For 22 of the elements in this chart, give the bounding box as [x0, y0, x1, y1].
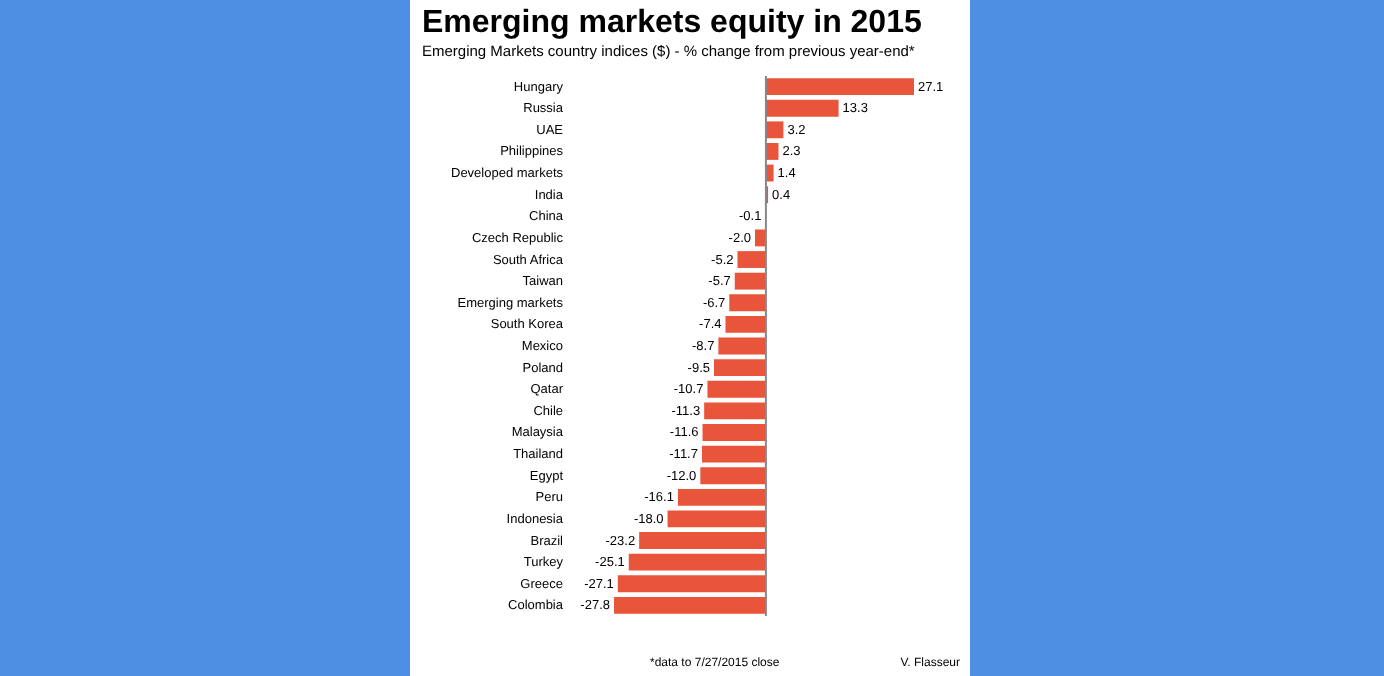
bar	[667, 510, 766, 528]
bar	[701, 445, 766, 463]
bar	[704, 402, 766, 420]
bar	[734, 272, 766, 290]
bar	[639, 532, 766, 549]
bar	[765, 99, 839, 117]
bar	[707, 380, 766, 398]
bar	[617, 575, 766, 593]
bar	[725, 315, 766, 333]
bar	[702, 424, 766, 441]
bar	[677, 488, 766, 506]
bar	[765, 78, 914, 96]
bar	[714, 359, 766, 377]
bar	[614, 596, 766, 614]
bar	[765, 121, 784, 139]
bar	[737, 251, 766, 268]
bar	[729, 294, 766, 312]
chart-title: Emerging markets equity in 2015	[422, 6, 922, 40]
bar	[718, 337, 766, 355]
bar	[754, 229, 766, 247]
bar	[700, 467, 766, 485]
bar	[628, 553, 766, 571]
